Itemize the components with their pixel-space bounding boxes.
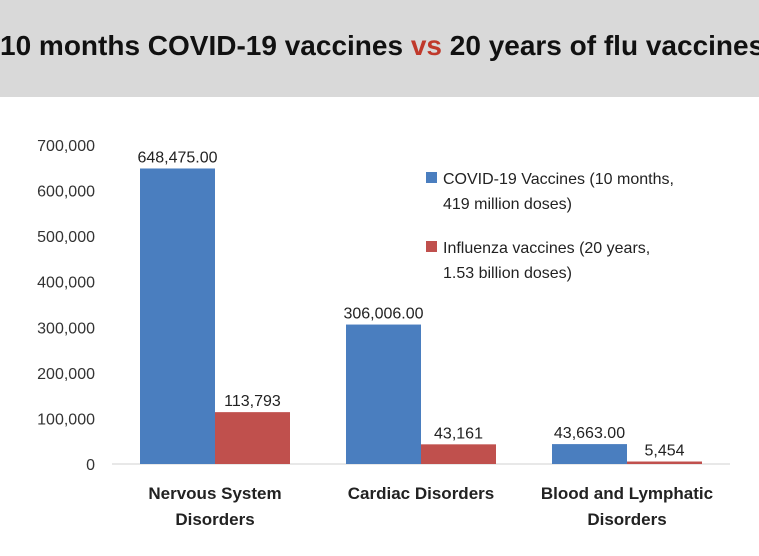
y-tick-label: 0 bbox=[86, 457, 95, 474]
x-category-label: Nervous System bbox=[148, 484, 281, 503]
covid-data-label: 648,475.00 bbox=[137, 149, 217, 166]
covid-data-label: 43,663.00 bbox=[554, 425, 625, 442]
title-bar bbox=[0, 0, 759, 97]
y-tick-label: 500,000 bbox=[37, 229, 95, 246]
legend-swatch-flu bbox=[426, 241, 437, 252]
y-tick-label: 100,000 bbox=[37, 411, 95, 428]
covid-bar bbox=[552, 444, 627, 464]
x-category-label: Disorders bbox=[175, 510, 254, 529]
flu-data-label: 5,454 bbox=[644, 443, 684, 460]
title-part-flu: 20 years of flu vaccines bbox=[449, 30, 759, 61]
title-part-covid: 10 months COVID-19 vaccines bbox=[0, 30, 404, 61]
title-vs: vs bbox=[410, 30, 442, 61]
x-category-label: Cardiac Disorders bbox=[348, 484, 494, 503]
legend-label-flu: 1.53 billion doses) bbox=[443, 265, 572, 282]
flu-data-label: 113,793 bbox=[224, 393, 281, 410]
flu-bar bbox=[421, 444, 496, 464]
bar-chart: 0 100,000 200,000 300,000 400,000 500,000 600,… bbox=[37, 138, 730, 529]
covid-data-label: 306,006.00 bbox=[343, 306, 423, 323]
x-category-label: Disorders bbox=[587, 510, 666, 529]
legend-swatch-covid bbox=[426, 172, 437, 183]
flu-bar bbox=[627, 461, 702, 464]
covid-bar bbox=[346, 324, 421, 464]
chart-title: 10 months COVID-19 vaccines vs 20 years … bbox=[0, 30, 759, 62]
y-tick-label: 600,000 bbox=[37, 184, 95, 201]
covid-bar bbox=[140, 168, 215, 464]
legend-label-flu: Influenza vaccines (20 years, bbox=[443, 240, 650, 257]
y-tick-label: 300,000 bbox=[37, 320, 95, 337]
legend-label-covid: COVID-19 Vaccines (10 months, bbox=[443, 171, 674, 188]
x-category-label: Blood and Lymphatic bbox=[541, 484, 713, 503]
flu-data-label: 43,161 bbox=[434, 425, 483, 442]
flu-bar bbox=[215, 412, 290, 464]
y-tick-label: 700,000 bbox=[37, 138, 95, 155]
y-tick-label: 200,000 bbox=[37, 366, 95, 383]
legend-label-covid: 419 million doses) bbox=[443, 196, 572, 213]
y-tick-label: 400,000 bbox=[37, 275, 95, 292]
